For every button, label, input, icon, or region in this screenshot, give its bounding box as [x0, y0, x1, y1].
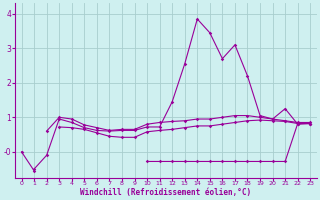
X-axis label: Windchill (Refroidissement éolien,°C): Windchill (Refroidissement éolien,°C)	[80, 188, 252, 197]
